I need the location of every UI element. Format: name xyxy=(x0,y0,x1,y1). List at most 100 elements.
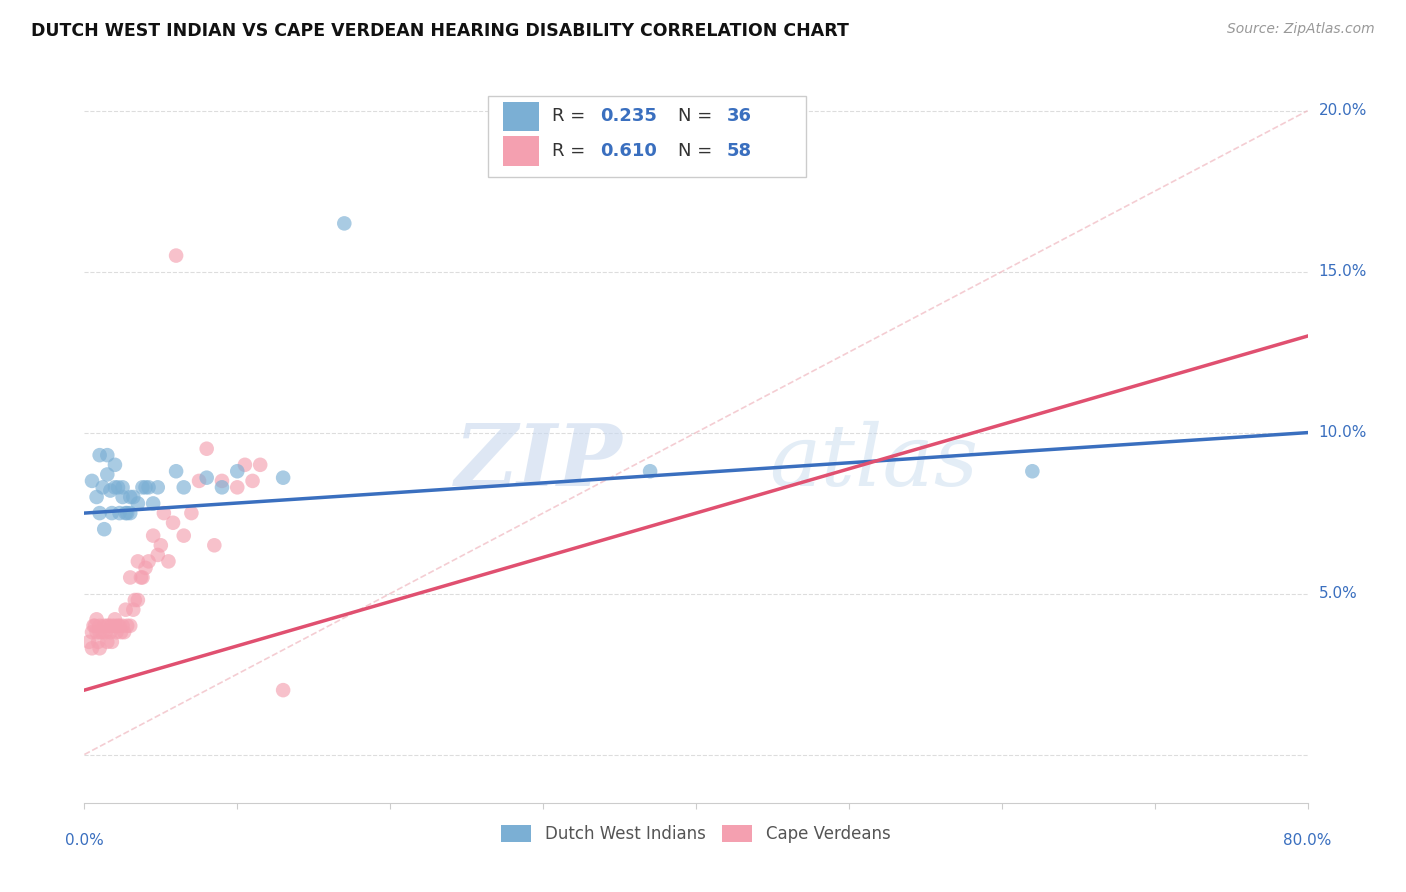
Point xyxy=(89,619,111,633)
Point xyxy=(93,619,115,633)
Point xyxy=(120,570,142,584)
Point xyxy=(165,249,187,263)
Point xyxy=(120,506,142,520)
Point xyxy=(173,528,195,542)
Point xyxy=(131,480,153,494)
Point xyxy=(86,625,108,640)
Point xyxy=(111,490,134,504)
Point xyxy=(195,442,218,456)
Point xyxy=(120,619,142,633)
Text: 58: 58 xyxy=(727,143,752,161)
Point xyxy=(87,635,110,649)
Point xyxy=(138,554,160,568)
Point xyxy=(108,506,131,520)
Text: R =: R = xyxy=(551,108,591,126)
Point xyxy=(142,496,165,510)
Point xyxy=(111,480,134,494)
Point xyxy=(114,506,136,520)
Point xyxy=(180,506,202,520)
Point xyxy=(142,528,165,542)
Point xyxy=(173,480,195,494)
Text: Source: ZipAtlas.com: Source: ZipAtlas.com xyxy=(1227,22,1375,37)
Point xyxy=(271,683,294,698)
Point xyxy=(211,480,233,494)
Point xyxy=(96,467,118,482)
Point xyxy=(135,480,157,494)
Point xyxy=(120,490,142,504)
Point xyxy=(131,570,153,584)
Text: 15.0%: 15.0% xyxy=(1319,264,1367,279)
Point xyxy=(127,496,149,510)
Point xyxy=(271,471,294,485)
Point xyxy=(104,458,127,472)
Point xyxy=(83,619,105,633)
Point xyxy=(122,602,145,616)
Point xyxy=(211,474,233,488)
Point xyxy=(1021,464,1043,478)
Point xyxy=(149,538,172,552)
Text: atlas: atlas xyxy=(769,421,979,504)
Bar xyxy=(503,136,540,166)
Point xyxy=(80,625,103,640)
Point xyxy=(91,480,114,494)
Point xyxy=(202,538,225,552)
Point xyxy=(146,480,169,494)
Point xyxy=(112,625,135,640)
Point xyxy=(80,474,103,488)
Point xyxy=(122,490,145,504)
Bar xyxy=(503,102,540,131)
Point xyxy=(98,483,121,498)
Point xyxy=(86,490,108,504)
Point xyxy=(96,619,118,633)
Point xyxy=(249,458,271,472)
Point xyxy=(89,506,111,520)
Point xyxy=(94,625,117,640)
Point xyxy=(124,593,146,607)
Point xyxy=(233,458,256,472)
Point xyxy=(77,635,100,649)
Point xyxy=(101,635,124,649)
Text: 0.0%: 0.0% xyxy=(65,833,104,848)
Text: N =: N = xyxy=(678,108,717,126)
Point xyxy=(98,625,121,640)
Point xyxy=(89,625,111,640)
Text: 0.235: 0.235 xyxy=(600,108,658,126)
Text: 10.0%: 10.0% xyxy=(1319,425,1367,440)
Point xyxy=(638,464,661,478)
Text: 5.0%: 5.0% xyxy=(1319,586,1357,601)
Point xyxy=(188,474,211,488)
Point xyxy=(93,522,115,536)
Point xyxy=(115,506,138,520)
Point xyxy=(135,561,157,575)
Point xyxy=(127,554,149,568)
Point xyxy=(104,612,127,626)
Point xyxy=(89,641,111,656)
Point xyxy=(91,625,114,640)
Text: 80.0%: 80.0% xyxy=(1284,833,1331,848)
Point xyxy=(108,619,131,633)
Point xyxy=(97,619,120,633)
Point xyxy=(101,506,124,520)
Point xyxy=(162,516,184,530)
Point xyxy=(111,619,134,633)
Point xyxy=(107,619,129,633)
Text: DUTCH WEST INDIAN VS CAPE VERDEAN HEARING DISABILITY CORRELATION CHART: DUTCH WEST INDIAN VS CAPE VERDEAN HEARIN… xyxy=(31,22,849,40)
Text: ZIP: ZIP xyxy=(454,420,623,504)
Point xyxy=(157,554,180,568)
Point xyxy=(89,448,111,462)
Point xyxy=(165,464,187,478)
Point xyxy=(226,480,249,494)
Point xyxy=(115,619,138,633)
Point xyxy=(110,625,132,640)
Point xyxy=(101,619,124,633)
Text: 36: 36 xyxy=(727,108,752,126)
Point xyxy=(80,641,103,656)
Point xyxy=(195,471,218,485)
Text: R =: R = xyxy=(551,143,591,161)
Point xyxy=(242,474,264,488)
Point xyxy=(114,602,136,616)
Point xyxy=(129,570,152,584)
Point xyxy=(138,480,160,494)
Point xyxy=(104,480,127,494)
Point xyxy=(104,619,127,633)
